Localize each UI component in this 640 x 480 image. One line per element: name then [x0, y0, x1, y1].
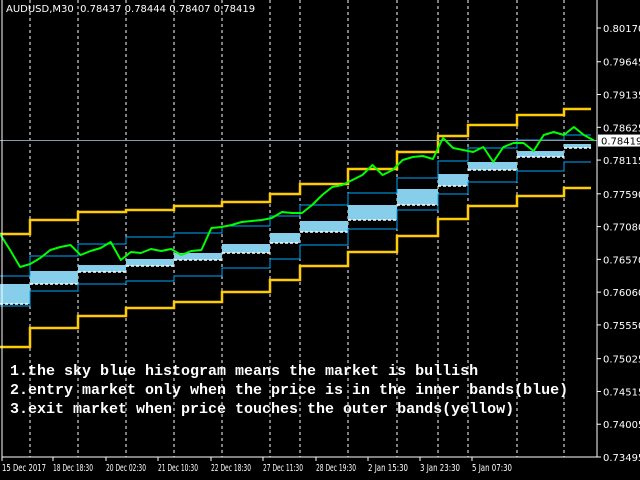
bullish-histogram-bar — [126, 258, 174, 266]
bullish-histogram-bar — [222, 244, 270, 254]
bullish-histogram-bar — [438, 174, 468, 186]
bullish-histogram-bar — [517, 151, 564, 157]
upper-inner-band — [0, 134, 591, 277]
x-tick-label: 22 Dec 18:30 — [211, 463, 251, 474]
x-tick-label: 18 Dec 18:30 — [53, 463, 93, 474]
bullish-histogram-bar — [30, 271, 78, 284]
x-tick-label: 3 Jan 23:30 — [420, 463, 460, 474]
note-1: 1.the sky blue histogram means the marke… — [10, 363, 479, 380]
bullish-histogram-bar — [397, 188, 438, 205]
lower-outer-band — [0, 186, 591, 349]
symbol-label: AUDUSD,M30 — [6, 4, 74, 15]
current-price-label: 0.78419 — [601, 137, 640, 148]
x-tick-label: 28 Dec 19:30 — [316, 463, 356, 474]
bullish-histogram-bar — [0, 283, 30, 305]
x-tick-label: 20 Dec 02:30 — [106, 463, 146, 474]
bullish-histogram-bar — [300, 221, 348, 232]
ohlc-values: 0.78437 0.78444 0.78407 0.78419 — [80, 4, 256, 15]
y-tick-label: 0.79645 — [603, 58, 640, 69]
y-tick-label: 0.79135 — [603, 91, 640, 102]
upper-outer-band — [0, 107, 591, 236]
x-tick-label: 15 Dec 2017 — [2, 463, 46, 474]
bullish-histogram-bar — [78, 265, 126, 273]
x-tick-label: 2 Jan 15:30 — [368, 463, 408, 474]
bullish-histogram-bar — [468, 162, 517, 171]
y-tick-label: 0.73495 — [603, 453, 640, 464]
x-tick-label: 5 Jan 07:30 — [472, 463, 512, 474]
bullish-histogram-bar — [270, 233, 300, 243]
lower-inner-band — [0, 161, 591, 307]
x-tick-label: 27 Dec 11:30 — [263, 463, 303, 474]
price-line — [0, 126, 595, 268]
y-tick-label: 0.75025 — [603, 355, 640, 366]
bullish-histogram-bar — [564, 144, 591, 148]
y-tick-label: 0.78625 — [603, 123, 640, 134]
bullish-histogram-bar — [174, 253, 222, 261]
y-tick-label: 0.74005 — [603, 420, 640, 431]
bullish-histogram-bar — [348, 204, 397, 221]
y-tick-label: 0.78115 — [603, 156, 640, 167]
note-3: 3.exit market when price touches the out… — [10, 401, 515, 418]
x-tick-label: 21 Dec 10:30 — [158, 463, 198, 474]
current-price-box — [598, 134, 640, 147]
y-tick-label: 0.74515 — [603, 387, 640, 398]
chart-header: AUDUSD,M30 0.78437 0.78444 0.78407 0.784… — [6, 4, 255, 15]
note-2: 2.entry market only when the price is in… — [10, 382, 569, 399]
